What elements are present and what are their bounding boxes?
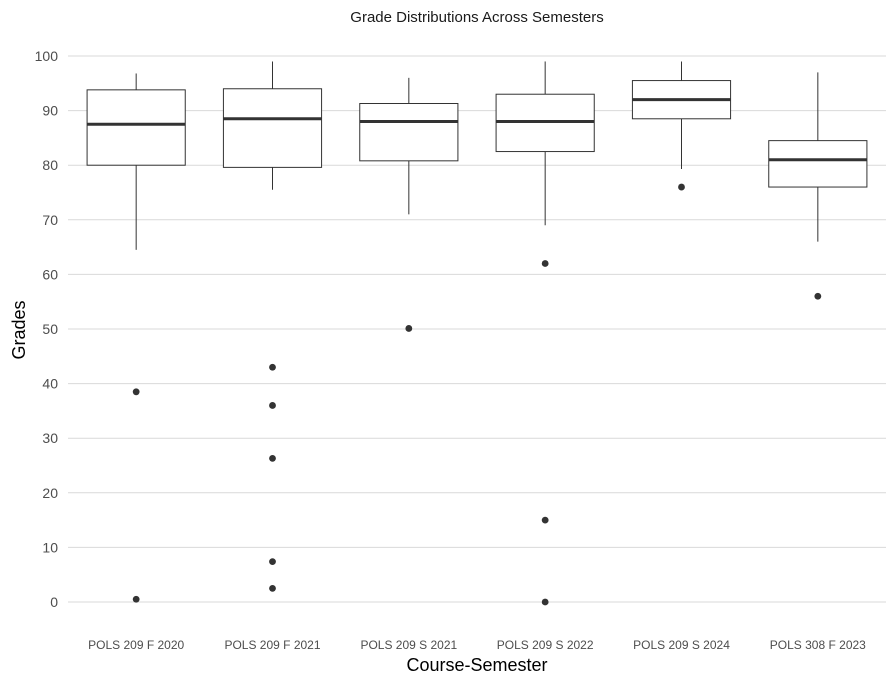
iqr-box [768,140,868,188]
x-tick-label: POLS 209 F 2020 [88,638,184,652]
y-tick-label: 20 [42,485,58,501]
y-tick-label: 80 [42,157,58,173]
y-axis-ticks: 0 10 20 30 40 50 60 70 80 90 100 [35,48,59,610]
y-tick-label: 50 [42,321,58,337]
iqr-box [222,88,323,168]
y-tick-label: 40 [42,376,58,392]
y-tick-label: 30 [42,430,58,446]
outlier-point [678,183,685,191]
x-tick-label: POLS 209 S 2021 [360,638,457,652]
box-1 [86,73,186,603]
gridlines [68,55,886,603]
y-tick-label: 60 [42,266,58,282]
x-axis-ticks: POLS 209 F 2020 POLS 209 F 2021 POLS 209 S… [88,638,866,652]
iqr-box [359,103,459,162]
iqr-box [86,89,186,166]
y-tick-label: 0 [50,594,58,610]
x-axis-title: Course-Semester [406,655,547,675]
y-tick-label: 70 [42,212,58,228]
outlier-point [541,260,549,267]
x-tick-label: POLS 209 S 2022 [497,638,594,652]
outlier-point [405,325,413,332]
x-tick-label: POLS 209 F 2021 [224,638,320,652]
y-tick-label: 10 [42,539,58,555]
outlier-point [541,516,549,524]
x-tick-label: POLS 209 S 2024 [633,638,730,652]
chart-title: Grade Distributions Across Semesters [350,9,603,26]
outlier-point [269,558,276,565]
outlier-point [269,455,276,462]
y-tick-label: 90 [42,103,58,119]
outlier-point [269,363,276,371]
x-tick-label: POLS 308 F 2023 [770,638,866,652]
y-axis-title: Grades [9,300,29,359]
y-tick-label: 100 [35,48,59,64]
outlier-point [269,402,276,409]
box-5 [631,61,732,191]
outlier-point [132,388,140,396]
boxes [86,61,868,606]
box-6 [768,72,868,300]
outlier-point [541,598,549,606]
outlier-point [814,292,822,300]
outlier-point [269,584,276,592]
box-3 [359,77,459,332]
box-4 [495,61,595,606]
box-2 [222,61,323,592]
outlier-point [132,595,140,603]
